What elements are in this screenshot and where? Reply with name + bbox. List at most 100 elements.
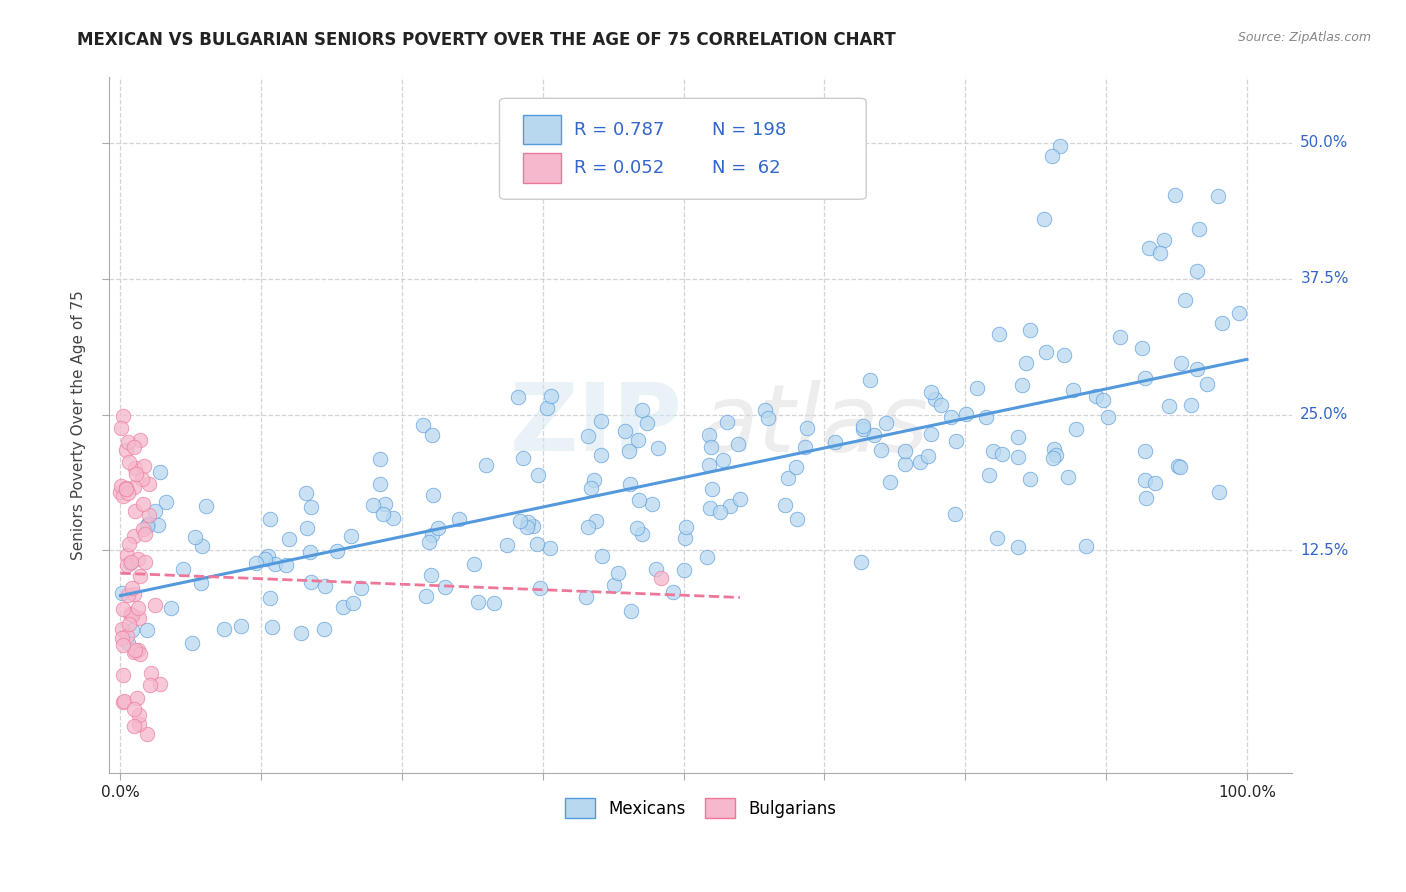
Point	[1167, 458, 1189, 473]
Point	[114, 442, 136, 457]
Point	[526, 467, 548, 482]
Point	[134, 555, 156, 569]
Point	[526, 537, 548, 551]
Point	[132, 522, 155, 536]
Point	[1085, 389, 1108, 403]
Point	[434, 580, 457, 594]
Text: N = 198: N = 198	[713, 120, 786, 138]
Point	[728, 492, 751, 507]
Point	[290, 626, 312, 640]
Point	[131, 497, 153, 511]
Point	[1057, 470, 1080, 484]
Point	[606, 566, 628, 580]
Point	[295, 486, 318, 500]
Point	[121, 581, 143, 595]
Point	[149, 465, 172, 479]
Point	[824, 434, 846, 449]
Point	[786, 512, 808, 526]
Point	[129, 647, 152, 661]
Point	[917, 449, 939, 463]
Point	[794, 440, 817, 454]
Point	[122, 586, 145, 600]
Point	[920, 385, 942, 400]
Point	[1168, 459, 1191, 474]
Point	[754, 402, 776, 417]
Point	[1064, 422, 1087, 436]
Point	[1097, 409, 1119, 424]
Point	[115, 482, 138, 496]
Point	[1137, 241, 1160, 255]
Point	[149, 677, 172, 691]
Point	[512, 451, 534, 466]
Point	[538, 541, 561, 555]
Point	[155, 495, 177, 509]
Point	[1007, 429, 1029, 443]
Text: 50.0%: 50.0%	[1301, 136, 1348, 150]
Point	[447, 512, 470, 526]
Point	[1135, 491, 1157, 505]
Point	[1153, 233, 1175, 247]
Point	[1164, 187, 1187, 202]
Point	[111, 668, 134, 682]
Point	[117, 558, 139, 572]
Point	[849, 556, 872, 570]
Point	[591, 549, 613, 563]
Point	[1007, 450, 1029, 464]
Point	[700, 482, 723, 496]
Point	[591, 414, 613, 428]
Point	[195, 500, 218, 514]
Point	[893, 457, 915, 471]
Point	[585, 514, 607, 528]
Point	[117, 548, 139, 562]
Point	[851, 422, 873, 436]
Point	[136, 623, 159, 637]
Point	[112, 694, 135, 708]
Point	[342, 596, 364, 610]
Point	[529, 581, 551, 595]
Point	[1053, 348, 1076, 362]
Text: R = 0.787: R = 0.787	[574, 120, 665, 138]
Point	[908, 455, 931, 469]
Point	[111, 622, 134, 636]
Point	[647, 442, 669, 456]
Point	[1227, 306, 1250, 320]
Point	[1208, 189, 1230, 203]
Point	[374, 497, 396, 511]
Point	[506, 390, 529, 404]
Point	[190, 539, 212, 553]
Point	[1130, 341, 1153, 355]
Point	[650, 571, 672, 585]
Point	[418, 535, 440, 549]
Point	[920, 427, 942, 442]
Point	[111, 631, 134, 645]
Point	[426, 520, 449, 534]
Point	[990, 447, 1012, 461]
Point	[295, 521, 318, 535]
Point	[118, 455, 141, 469]
Point	[245, 556, 267, 570]
Point	[118, 607, 141, 622]
Point	[125, 467, 148, 482]
Point	[939, 409, 962, 424]
Point	[117, 588, 139, 602]
Point	[132, 458, 155, 473]
Point	[756, 410, 779, 425]
Point	[128, 708, 150, 723]
Point	[522, 519, 544, 533]
Point	[863, 428, 886, 442]
Point	[117, 617, 139, 632]
Point	[700, 440, 723, 454]
Point	[138, 508, 160, 522]
FancyBboxPatch shape	[523, 115, 561, 145]
Point	[603, 578, 626, 592]
Point	[576, 428, 599, 442]
Point	[1109, 330, 1132, 344]
Point	[115, 481, 138, 495]
Point	[127, 690, 149, 705]
Point	[852, 418, 875, 433]
FancyBboxPatch shape	[523, 153, 561, 183]
Point	[945, 434, 967, 448]
Point	[160, 601, 183, 615]
Point	[1045, 448, 1067, 462]
Point	[785, 459, 807, 474]
